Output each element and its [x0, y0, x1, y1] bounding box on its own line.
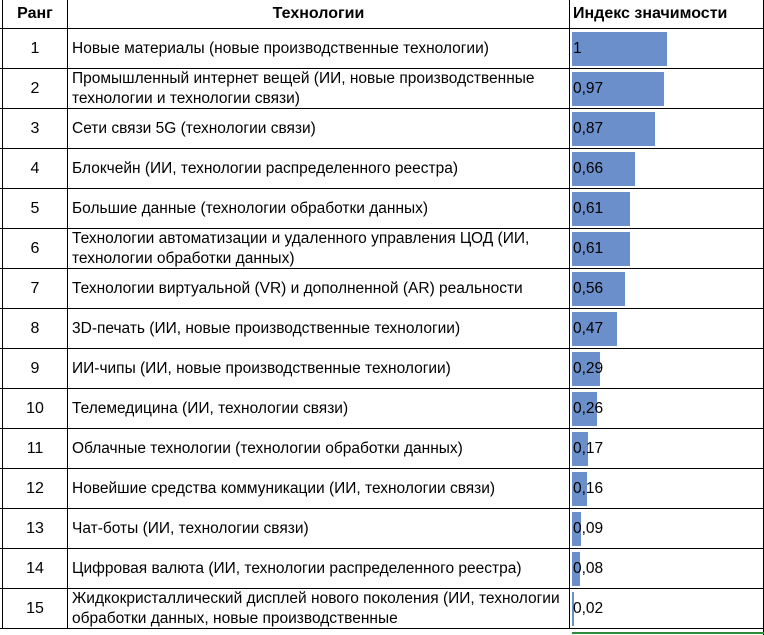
index-value: 0,26	[573, 399, 604, 417]
table-row: 15 Жидкокристаллический дисплей нового по…	[0, 589, 764, 629]
table-row: 11 Облачные технологии (технологии обрабо…	[0, 429, 764, 469]
data-bar	[572, 472, 587, 506]
data-bar	[572, 192, 630, 226]
technology-cell: Сети связи 5G (технологии связи)	[68, 109, 570, 148]
rank-cell: 3	[2, 109, 68, 148]
rank-cell: 7	[2, 269, 68, 308]
index-value: 0,02	[573, 599, 604, 617]
index-value: 0,08	[573, 559, 604, 577]
index-cell: 0,61	[570, 189, 764, 228]
data-bar	[572, 152, 635, 186]
index-value: 0,29	[573, 359, 604, 377]
table-row: 4 Блокчейн (ИИ, технологии распределенног…	[0, 149, 764, 189]
header-rank: Ранг	[2, 0, 68, 28]
technology-cell: Облачные технологии (технологии обработк…	[68, 429, 570, 468]
index-value: 0,17	[573, 439, 604, 457]
rank-cell: 6	[2, 229, 68, 268]
rank-cell: 1	[2, 29, 68, 68]
rank-cell: 13	[2, 509, 68, 548]
index-value: 0,61	[573, 199, 604, 217]
index-cell: 0,56	[570, 269, 764, 308]
header-technologies: Технологии	[68, 0, 570, 28]
table-row: 12 Новейшие средства коммуникации (ИИ, те…	[0, 469, 764, 509]
table-row: 1 Новые материалы (новые производственные…	[0, 29, 764, 69]
table-row: 8 3D-печать (ИИ, новые производственные т…	[0, 309, 764, 349]
index-cell: 0,09	[570, 509, 764, 548]
data-bar	[572, 392, 597, 426]
technology-cell: Чат-боты (ИИ, технологии связи)	[68, 509, 570, 548]
table-header: Ранг Технологии Индекс значимости	[0, 0, 764, 29]
index-value: 0,66	[573, 159, 604, 177]
index-value: 0,16	[573, 479, 604, 497]
data-bar	[572, 312, 617, 346]
technology-cell: Промышленный интернет вещей (ИИ, новые п…	[68, 69, 570, 108]
technology-cell: Телемедицина (ИИ, технологии связи)	[68, 389, 570, 428]
rank-cell: 14	[2, 549, 68, 588]
table-row: 6 Технологии автоматизации и удаленного у…	[0, 229, 764, 269]
technology-cell: Новейшие средства коммуникации (ИИ, техн…	[68, 469, 570, 508]
index-value: 0,87	[573, 119, 604, 137]
table-row: 2 Промышленный интернет вещей (ИИ, новые …	[0, 69, 764, 109]
index-cell: 0,17	[570, 429, 764, 468]
data-bar	[572, 232, 630, 266]
data-bar	[572, 592, 574, 626]
data-bar	[572, 272, 625, 306]
rank-cell: 5	[2, 189, 68, 228]
index-value: 0,56	[573, 279, 604, 297]
index-cell: 0,29	[570, 349, 764, 388]
technology-cell: Жидкокристаллический дисплей нового поко…	[68, 589, 570, 628]
rank-cell: 10	[2, 389, 68, 428]
index-cell: 0,08	[570, 549, 764, 588]
technology-cell: 3D-печать (ИИ, новые производственные те…	[68, 309, 570, 348]
selection-edge	[572, 632, 764, 634]
technology-cell: ИИ-чипы (ИИ, новые производственные техн…	[68, 349, 570, 388]
data-bar	[572, 352, 600, 386]
rank-cell: 8	[2, 309, 68, 348]
table-row: 9 ИИ-чипы (ИИ, новые производственные тех…	[0, 349, 764, 389]
index-cell: 0,66	[570, 149, 764, 188]
table-row: 3 Сети связи 5G (технологии связи) 0,87	[0, 109, 764, 149]
index-cell: 0,87	[570, 109, 764, 148]
index-value: 1	[573, 39, 582, 57]
rank-cell: 11	[2, 429, 68, 468]
table-row: 13 Чат-боты (ИИ, технологии связи) 0,09	[0, 509, 764, 549]
technology-cell: Новые материалы (новые производственные …	[68, 29, 570, 68]
index-cell: 0,61	[570, 229, 764, 268]
index-cell: 0,02	[570, 589, 764, 628]
rank-cell: 9	[2, 349, 68, 388]
table-row: 5 Большие данные (технологии обработки да…	[0, 189, 764, 229]
technology-cell: Цифровая валюта (ИИ, технологии распреде…	[68, 549, 570, 588]
technology-cell: Большие данные (технологии обработки дан…	[68, 189, 570, 228]
data-bar	[572, 432, 588, 466]
technology-cell: Блокчейн (ИИ, технологии распределенного…	[68, 149, 570, 188]
rank-cell: 4	[2, 149, 68, 188]
index-cell: 0,26	[570, 389, 764, 428]
rank-cell: 12	[2, 469, 68, 508]
index-value: 0,61	[573, 239, 604, 257]
data-bar	[572, 552, 580, 586]
table-row: 7 Технологии виртуальной (VR) и дополненн…	[0, 269, 764, 309]
table-row: 10 Телемедицина (ИИ, технологии связи) 0,2…	[0, 389, 764, 429]
data-bar	[572, 112, 655, 146]
data-bar	[572, 32, 667, 66]
rank-cell: 15	[2, 589, 68, 628]
index-value: 0,47	[573, 319, 604, 337]
index-cell: 0,16	[570, 469, 764, 508]
table-row: 14 Цифровая валюта (ИИ, технологии распре…	[0, 549, 764, 589]
index-cell: 1	[570, 29, 764, 68]
data-bar	[572, 72, 664, 106]
technology-cell: Технологии автоматизации и удаленного уп…	[68, 229, 570, 268]
technology-cell: Технологии виртуальной (VR) и дополненно…	[68, 269, 570, 308]
header-index: Индекс значимости	[573, 5, 728, 22]
index-value: 0,97	[573, 79, 604, 97]
data-bar	[572, 512, 581, 546]
index-value: 0,09	[573, 519, 604, 537]
index-cell: 0,97	[570, 69, 764, 108]
rank-cell: 2	[2, 69, 68, 108]
index-cell: 0,47	[570, 309, 764, 348]
